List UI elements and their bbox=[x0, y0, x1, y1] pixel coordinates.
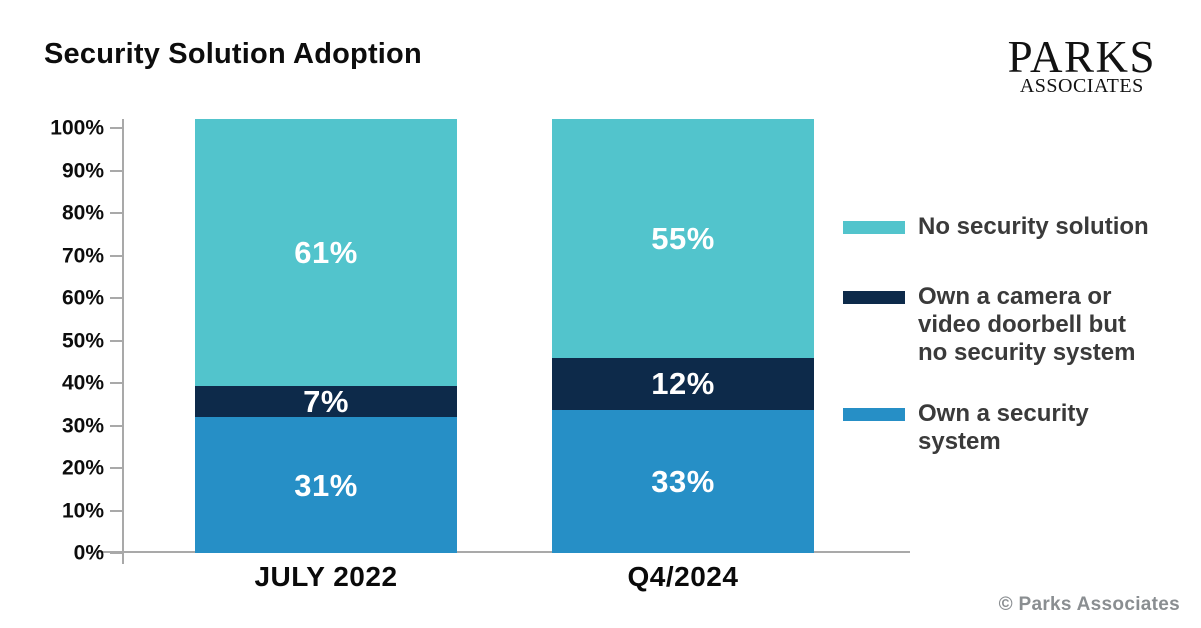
x-axis-line bbox=[98, 551, 910, 553]
y-axis-tick-label: 50% bbox=[61, 329, 104, 352]
legend-label-line: system bbox=[918, 428, 1001, 455]
y-axis-tick-mark bbox=[110, 254, 122, 257]
bar-value-label: 7% bbox=[303, 384, 349, 420]
bar-segment-no-security-solution: 55% bbox=[552, 119, 814, 358]
y-axis-tick-label: 0% bbox=[73, 541, 104, 565]
legend-label-line: Own a camera or bbox=[918, 283, 1112, 310]
y-axis-tick-label: 10% bbox=[61, 499, 104, 522]
bar-segment-own-a-camera-or-video-doorbell-but-no-security-system: 12% bbox=[552, 357, 814, 410]
legend-label-line: Own a security bbox=[918, 400, 1089, 427]
bar-segment-no-security-solution: 61% bbox=[195, 119, 457, 387]
bar-value-label: 33% bbox=[651, 463, 715, 499]
logo-wordmark-associates: ASSOCIATES bbox=[1019, 75, 1144, 97]
bar-value-label: 31% bbox=[294, 467, 358, 503]
legend-item-own-a-camera-or-video-doorbell-but-no-security-system: Own a camera or video doorbell but no secu… bbox=[843, 283, 1135, 367]
y-axis-tick-label: 80% bbox=[61, 201, 104, 225]
bar-segment-own-a-security-system: 31% bbox=[195, 417, 457, 553]
stacked-bar-july-2022: 61% 7% 31% bbox=[195, 119, 457, 553]
legend-label: No security solution bbox=[918, 213, 1149, 241]
chart-title: Security Solution Adoption bbox=[44, 38, 422, 70]
y-axis-tick-label: 90% bbox=[61, 159, 104, 182]
y-axis-tick-mark bbox=[110, 169, 122, 172]
x-axis-category-label: JULY 2022 bbox=[254, 561, 398, 592]
legend-swatch bbox=[843, 291, 905, 304]
x-axis-category-label: Q4/2024 bbox=[627, 561, 739, 592]
bar-value-label: 55% bbox=[651, 220, 715, 256]
y-axis-tick-mark bbox=[110, 424, 122, 427]
y-axis-tick-label: 70% bbox=[61, 244, 104, 267]
bar-value-label: 12% bbox=[651, 366, 715, 402]
legend-item-own-a-security-system: Own a security system bbox=[843, 400, 1089, 456]
bar-segment-own-a-security-system: 33% bbox=[552, 409, 814, 553]
y-axis-tick-mark bbox=[110, 339, 122, 342]
y-axis-tick-label: 40% bbox=[61, 371, 104, 395]
legend-label-line: No security solution bbox=[918, 213, 1149, 240]
y-axis-tick-label: 100% bbox=[50, 116, 104, 140]
y-axis-tick-mark bbox=[110, 467, 122, 469]
legend-swatch bbox=[843, 221, 905, 234]
y-axis-line bbox=[122, 119, 124, 564]
parks-associates-logo: PARKS ASSOCIATES bbox=[1007, 32, 1156, 97]
y-axis-tick-label: 30% bbox=[61, 414, 104, 437]
bar-segment-own-a-camera-or-video-doorbell-but-no-security-system: 7% bbox=[195, 386, 457, 417]
bar-value-label: 61% bbox=[294, 235, 358, 271]
logo-wordmark-parks: PARKS bbox=[1007, 32, 1156, 82]
stacked-bar-q4-2024: 55% 12% 33% bbox=[552, 119, 814, 553]
y-axis-tick-mark bbox=[110, 212, 122, 214]
legend-label-line: video doorbell but bbox=[918, 311, 1126, 338]
y-axis-tick-label: 60% bbox=[61, 286, 104, 310]
y-axis-tick-mark bbox=[110, 127, 122, 129]
legend-label-line: no security system bbox=[918, 339, 1136, 366]
legend-label: Own a camera or video doorbell but no secu… bbox=[918, 283, 1135, 367]
legend-item-no-security-solution: No security solution bbox=[843, 213, 1149, 241]
y-axis-tick-label: 20% bbox=[61, 456, 104, 480]
legend-label: Own a security system bbox=[918, 400, 1089, 456]
y-axis-tick-mark bbox=[110, 297, 122, 299]
y-axis-tick-mark bbox=[110, 382, 122, 384]
legend-swatch bbox=[843, 408, 905, 421]
y-axis-tick-mark bbox=[110, 552, 122, 554]
y-axis-tick-mark bbox=[110, 509, 122, 512]
copyright-notice: © Parks Associates bbox=[998, 594, 1180, 615]
